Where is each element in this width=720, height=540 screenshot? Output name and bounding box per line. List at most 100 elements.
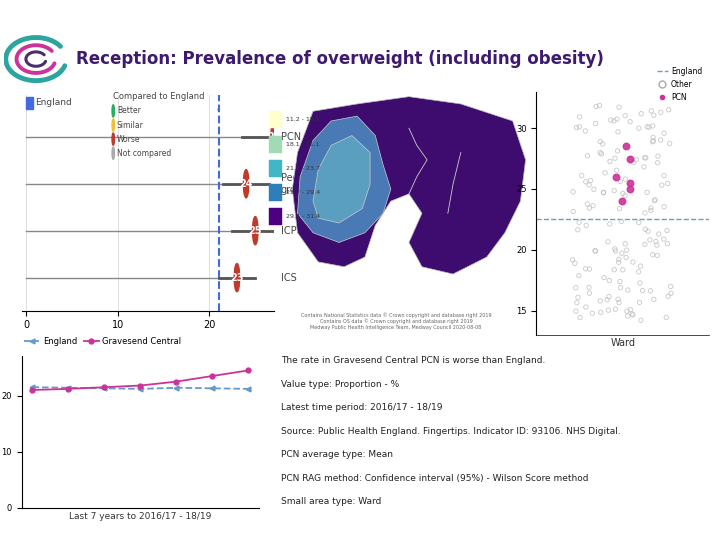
Point <box>621 253 632 262</box>
Point <box>626 309 638 318</box>
Point <box>636 286 648 295</box>
Circle shape <box>112 119 114 131</box>
Point <box>622 312 634 320</box>
Point <box>647 137 658 146</box>
Point <box>617 189 629 198</box>
Text: ICP: ICP <box>281 226 297 235</box>
Point <box>611 166 622 174</box>
Point <box>640 153 652 162</box>
Legend: England, Other, PCN: England, Other, PCN <box>654 64 706 105</box>
England <box>172 384 181 391</box>
Point <box>635 316 647 325</box>
Circle shape <box>112 147 114 159</box>
Point <box>583 283 595 292</box>
Point <box>658 129 670 138</box>
Text: 11.2 - 15.1: 11.2 - 15.1 <box>286 117 320 122</box>
Text: 21.1 - 23.7: 21.1 - 23.7 <box>286 166 320 171</box>
Text: Latest time period: 2016/17 - 18/19: Latest time period: 2016/17 - 18/19 <box>281 403 442 413</box>
Point <box>644 286 656 295</box>
Point <box>588 201 599 210</box>
Point <box>609 154 621 163</box>
Point <box>655 108 667 117</box>
Gravesend Central <box>244 367 253 374</box>
England <box>100 385 109 392</box>
Point <box>608 186 620 195</box>
Text: Source: Public Health England. Fingertips. Indicator ID: 93106. NHS Digital.: Source: Public Health England. Fingertip… <box>281 427 621 436</box>
Point <box>660 313 672 322</box>
Text: 32: 32 <box>9 8 27 21</box>
Point <box>621 307 633 315</box>
Point <box>570 307 582 315</box>
Point <box>604 220 616 228</box>
Point <box>651 241 662 249</box>
Point <box>619 191 631 200</box>
Point <box>647 122 659 130</box>
Point <box>614 277 626 286</box>
Point <box>598 188 609 197</box>
X-axis label: Last 7 years to 2016/17 - 18/19: Last 7 years to 2016/17 - 18/19 <box>69 512 212 521</box>
Point <box>647 133 659 142</box>
Point <box>595 308 606 316</box>
Text: Worse: Worse <box>117 134 140 144</box>
Point <box>648 295 660 304</box>
Gravesend Central <box>136 382 145 389</box>
Point <box>633 218 644 227</box>
Polygon shape <box>297 116 391 242</box>
Point <box>597 140 608 149</box>
Point <box>642 227 654 235</box>
Point <box>590 102 602 111</box>
Point <box>580 221 592 230</box>
Bar <box>269 160 282 177</box>
Point <box>616 217 627 226</box>
Text: Not compared: Not compared <box>117 148 171 158</box>
Point <box>573 218 585 227</box>
Point <box>642 123 653 131</box>
Point <box>653 230 665 238</box>
Point <box>633 124 644 132</box>
Point <box>624 305 636 314</box>
Point <box>628 158 639 167</box>
Text: England: England <box>35 98 72 107</box>
Point <box>580 127 591 136</box>
Point <box>609 245 621 253</box>
Text: PCN: PCN <box>281 132 301 142</box>
Point <box>573 272 585 280</box>
Point <box>658 202 670 211</box>
Point <box>643 123 654 131</box>
Legend: England, Gravesend Central: England, Gravesend Central <box>21 333 184 349</box>
Point <box>572 293 584 302</box>
Text: 29.4 - 31.4: 29.4 - 31.4 <box>286 214 320 219</box>
England <box>28 384 37 390</box>
Point <box>615 284 626 292</box>
Point <box>650 237 662 246</box>
Point <box>613 258 624 267</box>
Point <box>624 179 636 187</box>
Point <box>645 206 657 215</box>
Point <box>655 136 667 144</box>
Point <box>594 148 606 157</box>
Point <box>661 226 672 235</box>
Point <box>639 153 650 162</box>
Point <box>602 238 613 246</box>
Point <box>652 158 663 167</box>
Text: Small area type: Ward: Small area type: Ward <box>281 497 381 507</box>
Point <box>598 273 610 282</box>
Point <box>574 123 585 131</box>
Point <box>612 127 624 136</box>
Point <box>603 276 615 285</box>
Point <box>603 306 614 314</box>
Point <box>571 123 582 132</box>
Point <box>567 207 579 216</box>
Text: Value type: Proportion - %: Value type: Proportion - % <box>281 380 399 389</box>
Text: 25: 25 <box>248 226 262 235</box>
Point <box>658 235 670 244</box>
Text: 23: 23 <box>230 273 243 282</box>
Point <box>584 265 595 273</box>
Point <box>594 102 606 110</box>
Point <box>582 151 593 160</box>
Point <box>580 303 592 312</box>
Point <box>572 226 583 234</box>
Point <box>613 103 625 111</box>
Circle shape <box>112 105 114 117</box>
Text: Compared to England: Compared to England <box>113 92 204 101</box>
